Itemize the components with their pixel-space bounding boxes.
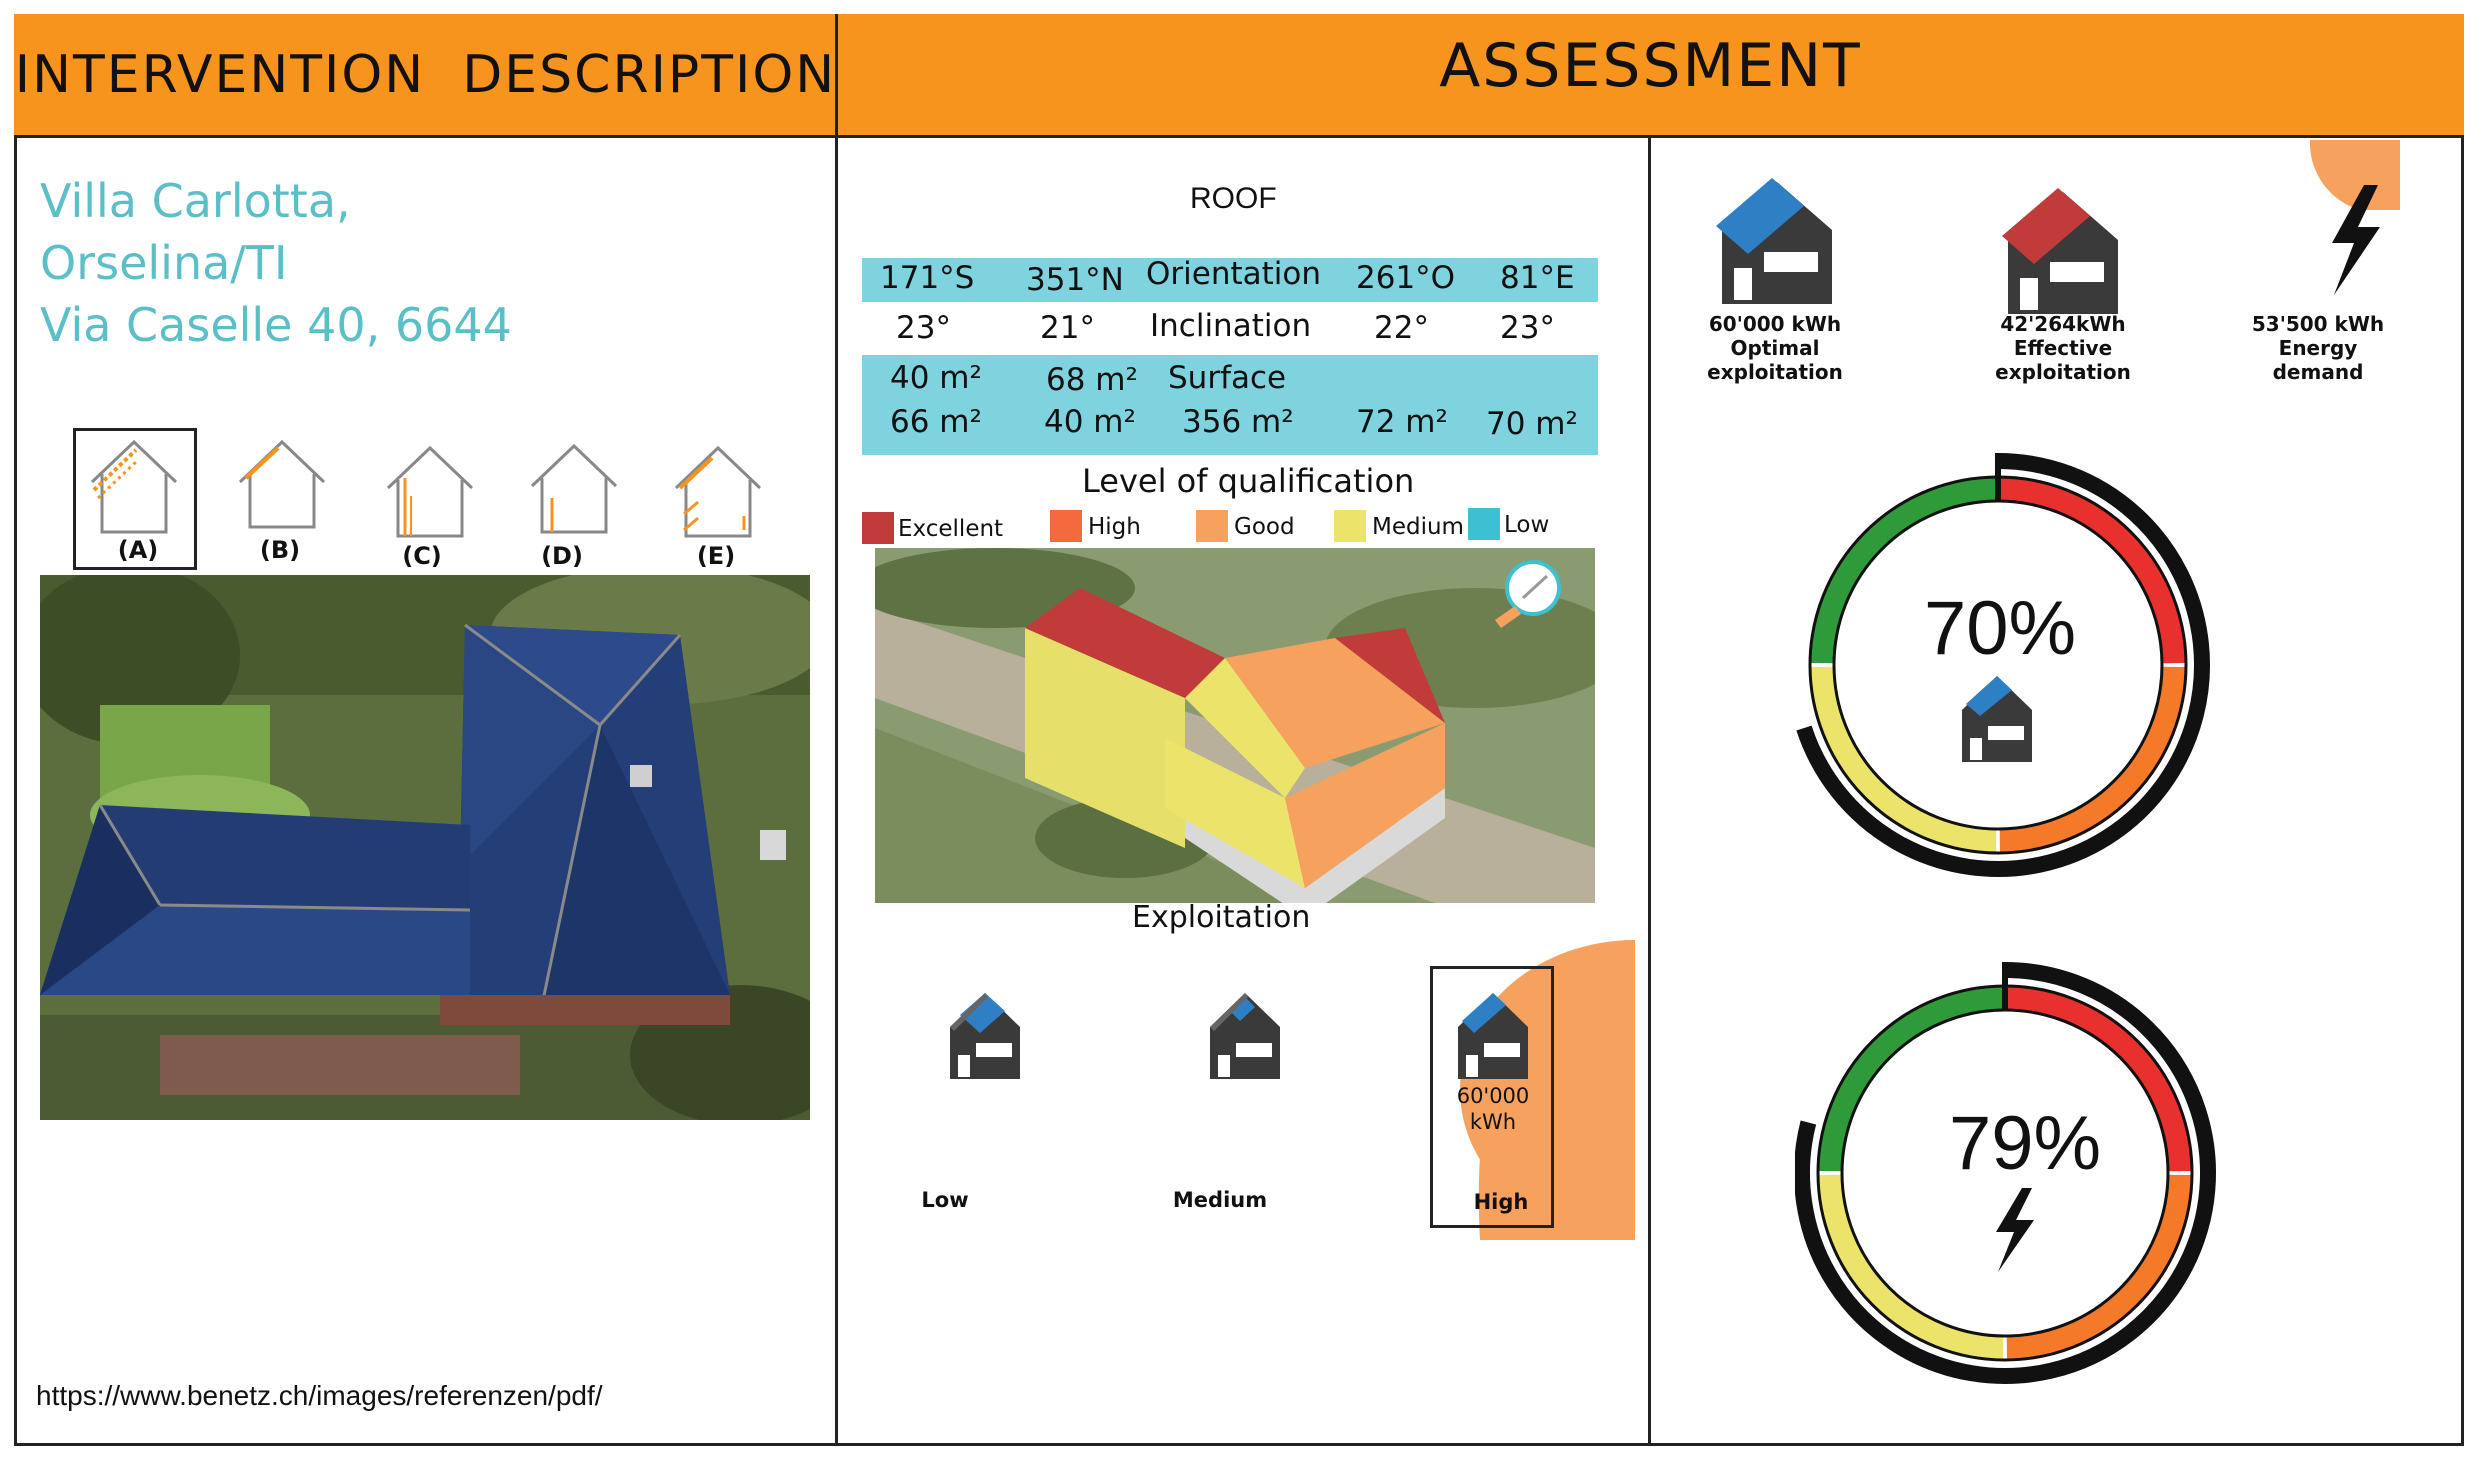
house-red-roof-icon-effective: [2002, 188, 2118, 314]
house-outline-icon-e: [674, 445, 762, 538]
exploitation-option-medium[interactable]: Medium: [1172, 1188, 1268, 1212]
house-outline-icon-c: [386, 445, 474, 538]
gauge-1-percent: 70%: [1923, 586, 2077, 671]
surface-row2-4: 72 m²: [1356, 404, 1448, 440]
exploitation-high-value: 60'000: [1456, 1084, 1530, 1108]
gauge-progress-arc-0: [1796, 453, 2210, 877]
optimal-value: 60'000 kWh: [1708, 312, 1842, 336]
effective-exploitation-label: 42'264kWh Effective exploitation: [1968, 312, 2158, 384]
intervention-label-e: (E): [696, 542, 736, 570]
gauge-2-percent: 79%: [1948, 1101, 2102, 1186]
legend-swatch-low: [1468, 508, 1500, 540]
house-outline-icon-d: [530, 443, 618, 534]
surface-row2-2: 40 m²: [1044, 404, 1136, 440]
intervention-label-c: (C): [402, 542, 442, 570]
demand-label1: Energy: [2278, 336, 2358, 360]
surface-band: [862, 355, 1598, 455]
header-intervention-title: INTERVENTION DESCRIPTION: [14, 44, 837, 105]
address-line-1: Villa Carlotta,: [40, 174, 351, 228]
header-assessment-title: ASSESSMENT: [1439, 30, 1862, 101]
effective-value: 42'264kWh: [2000, 312, 2126, 336]
gauge-segment-red-1: [2006, 986, 2192, 1172]
optimal-label2: exploitation: [1707, 360, 1843, 384]
roof-title: ROOF: [1190, 182, 1277, 215]
energy-demand-corner-arc: [2310, 140, 2400, 210]
gauge-progress-arc-1: [1795, 962, 2216, 1384]
orientation-1: 171°S: [880, 260, 975, 296]
house-blue-roof-icon-medium: [1210, 993, 1280, 1079]
exploitation-title: Exploitation: [1132, 900, 1311, 935]
optimal-label1: Optimal: [1730, 336, 1820, 360]
surface-row2-3: 356 m²: [1182, 404, 1294, 440]
inclination-1: 23°: [896, 310, 951, 346]
header-assessment: ASSESSMENT: [837, 14, 2464, 138]
inclination-3: 22°: [1374, 310, 1429, 346]
orientation-3: 261°O: [1356, 260, 1456, 296]
inclination-2: 21°: [1040, 310, 1095, 346]
legend-label-good: Good: [1234, 514, 1295, 540]
gauge-segment-green-1: [1818, 986, 2004, 1172]
orientation-4: 81°E: [1500, 260, 1575, 296]
exploitation-high-unit: kWh: [1469, 1110, 1517, 1134]
optimal-exploitation-label: 60'000 kWh Optimal exploitation: [1680, 312, 1870, 384]
surface-row2-1: 66 m²: [890, 404, 982, 440]
divider-left: [835, 14, 838, 1446]
lightning-icon-gauge-2: [1996, 1188, 2034, 1272]
source-url[interactable]: https://www.benetz.ch/images/referenzen/…: [36, 1380, 603, 1411]
surface-label: Surface: [1168, 360, 1287, 396]
legend-label-medium: Medium: [1372, 514, 1464, 540]
demand-label2: demand: [2272, 360, 2364, 384]
intervention-label-a: (A): [117, 536, 159, 564]
effective-label2: exploitation: [1995, 360, 2131, 384]
house-icon-gauge-1: [1962, 676, 2032, 762]
villa-aerial-photo: [40, 575, 810, 1120]
surface-row1-1: 40 m²: [890, 360, 982, 396]
exploitation-option-low[interactable]: Low: [921, 1188, 969, 1212]
orientation-band: [862, 258, 1598, 302]
legend-swatch-excellent: [862, 512, 894, 544]
surface-row1-2: 68 m²: [1046, 362, 1138, 398]
legend-swatch-good: [1196, 510, 1228, 542]
energy-demand-gauge: [1795, 962, 2216, 1384]
exploitation-high-selected-box[interactable]: [1430, 966, 1554, 1228]
energy-demand-label: 53'500 kWh Energy demand: [2218, 312, 2418, 384]
inclination-label: Inclination: [1150, 308, 1312, 344]
surface-row2-5: 70 m²: [1486, 406, 1578, 442]
qualification-title: Level of qualification: [1082, 462, 1415, 500]
exploitation-gauge: [1796, 453, 2210, 877]
legend-label-high: High: [1088, 514, 1141, 540]
exploitation-option-high[interactable]: High: [1473, 1190, 1529, 1214]
legend-swatch-medium: [1334, 510, 1366, 542]
effective-label1: Effective: [2013, 336, 2113, 360]
gauge-segment-orange-1: [2006, 1174, 2192, 1360]
house-outline-icon-a: [90, 439, 178, 534]
intervention-label-b: (B): [259, 536, 301, 564]
house-blue-roof-icon-optimal: [1716, 178, 1832, 304]
header-intervention: INTERVENTION DESCRIPTION: [14, 14, 837, 138]
gauge-segment-yellow-1: [1818, 1174, 2004, 1360]
address-line-2: Orselina/TI: [40, 236, 288, 290]
gauge-segment-yellow-0: [1810, 666, 1997, 853]
house-blue-roof-icon-low: [950, 993, 1020, 1079]
orientation-label: Orientation: [1146, 256, 1322, 292]
gauge-segment-orange-0: [1999, 666, 2186, 853]
gauge-segment-green-0: [1810, 477, 1997, 664]
orientation-2: 351°N: [1026, 262, 1124, 298]
legend-swatch-high: [1050, 510, 1082, 542]
intervention-a-selected-box[interactable]: [73, 428, 197, 570]
legend-label-low: Low: [1504, 512, 1550, 538]
house-outline-icon-b: [238, 439, 326, 529]
address-line-3: Via Caselle 40, 6644: [40, 298, 512, 352]
address-block: Villa Carlotta, Orselina/TI Via Caselle …: [40, 170, 512, 356]
legend-label-excellent: Excellent: [898, 516, 1004, 542]
house-blue-roof-icon-high: [1458, 993, 1528, 1079]
roof-qualification-map: [875, 548, 1595, 903]
lightning-icon-demand: [2332, 185, 2380, 295]
divider-right: [1648, 138, 1651, 1446]
inclination-4: 23°: [1500, 310, 1555, 346]
gauge-segment-red-0: [1999, 477, 2186, 664]
intervention-label-d: (D): [541, 542, 583, 570]
demand-value: 53'500 kWh: [2251, 312, 2385, 336]
